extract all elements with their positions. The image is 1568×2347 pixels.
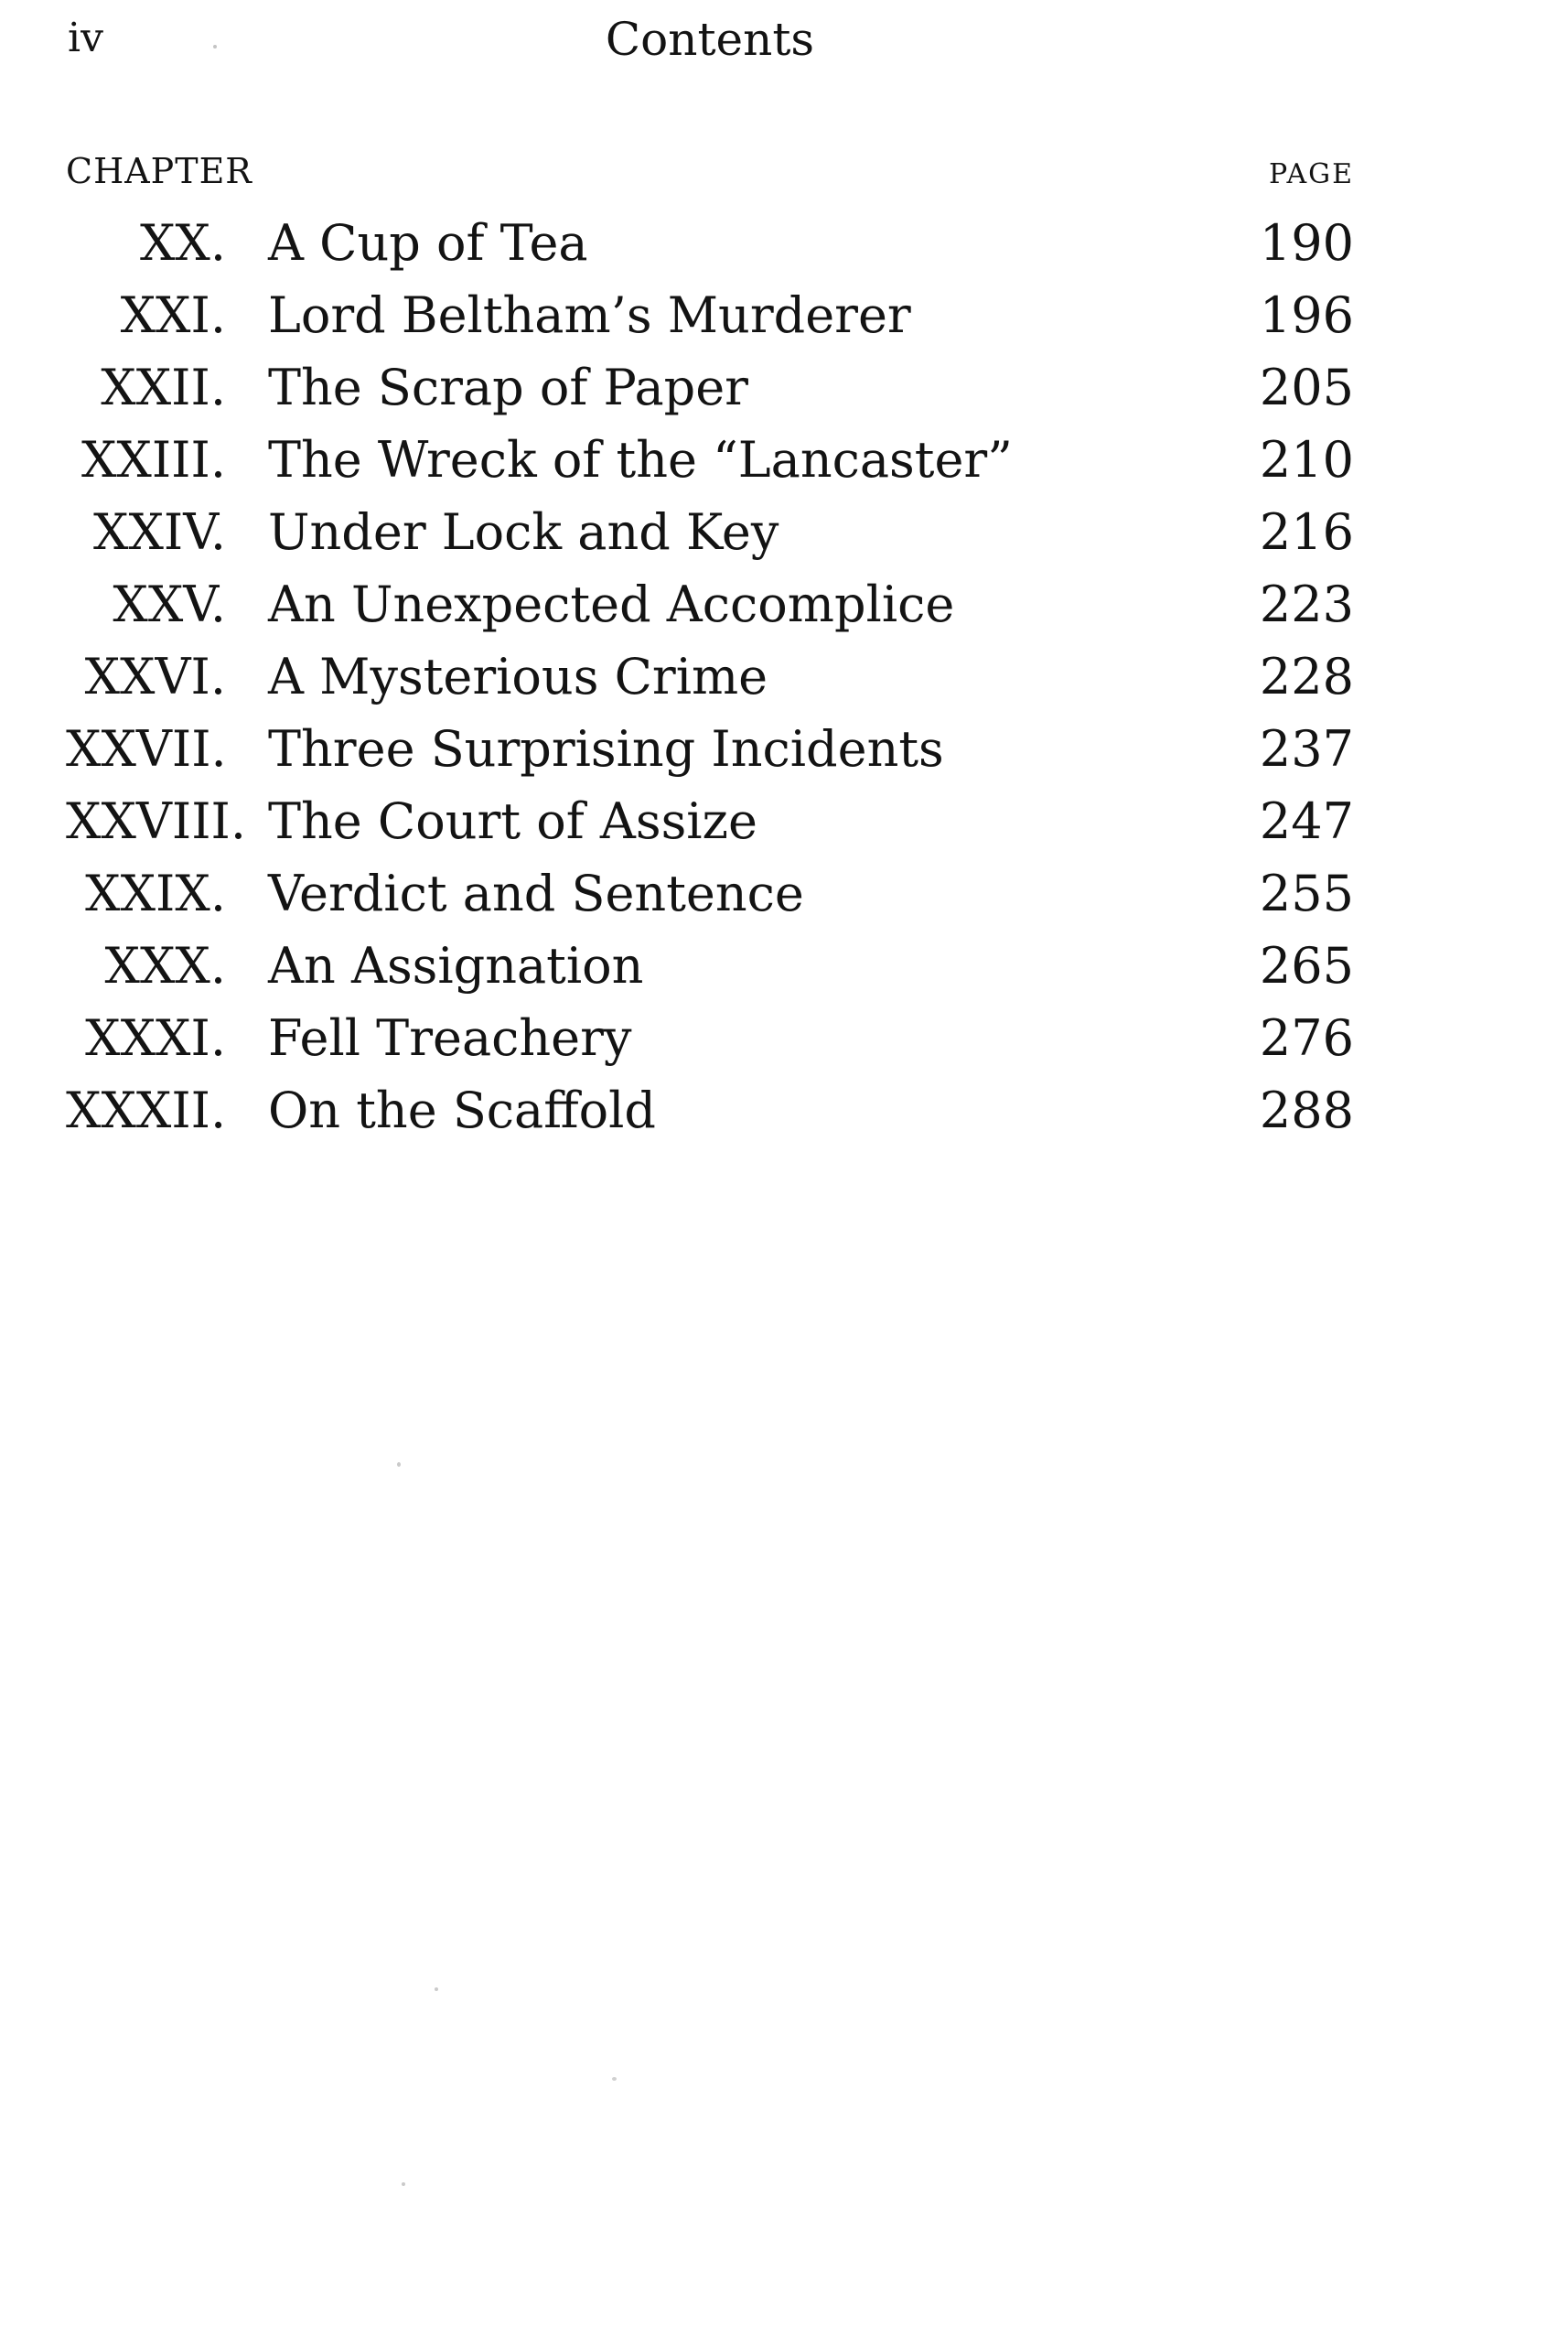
chapter-numeral: XXI. (120, 286, 226, 344)
chapter-page-number: 205 (1259, 359, 1354, 416)
chapter-title: A Cup of Tea (268, 214, 588, 272)
chapter-numeral: XXX. (104, 937, 227, 995)
page-column-header: PAGE (1269, 158, 1354, 190)
chapter-page-number: 228 (1259, 648, 1354, 705)
toc-column-headers: CHAPTER PAGE (66, 154, 1354, 188)
chapter-title: A Mysterious Crime (268, 648, 768, 705)
toc-row: XXIV. Under Lock and Key 216 (66, 496, 1354, 568)
toc-row: XXVI. A Mysterious Crime 228 (66, 641, 1354, 713)
chapter-page-number: 210 (1259, 431, 1354, 489)
chapter-page-number: 216 (1259, 503, 1354, 561)
chapter-title: Three Surprising Incidents (268, 720, 944, 778)
chapter-numeral: XX. (139, 214, 226, 272)
toc-row: XX. A Cup of Tea 190 (66, 207, 1354, 279)
scan-speck (397, 1462, 401, 1467)
toc-row: XXXII. On the Scaffold 288 (66, 1074, 1354, 1147)
running-head-title: Contents (605, 13, 815, 66)
toc-row: XXIX. Verdict and Sentence 255 (66, 857, 1354, 930)
chapter-numeral: XXVIII. (66, 792, 247, 850)
chapter-title: On the Scaffold (268, 1082, 656, 1139)
scan-speck (213, 45, 217, 48)
chapter-page-number: 190 (1259, 214, 1354, 272)
toc-row: XXX. An Assignation 265 (66, 930, 1355, 1002)
chapter-numeral: XXXI. (85, 1009, 226, 1067)
toc-row: XXII. The Scrap of Paper 205 (66, 351, 1354, 424)
chapter-title: Lord Beltham’s Murderer (268, 286, 911, 344)
chapter-numeral: XXVI. (84, 648, 226, 705)
chapter-page-number: 223 (1259, 576, 1354, 633)
toc-row: XXIII. The Wreck of the “Lancaster” 210 (66, 424, 1354, 496)
chapter-page-number: 276 (1259, 1009, 1354, 1067)
toc-row: XXXI. Fell Treachery 276 (66, 1002, 1354, 1074)
chapter-title: The Wreck of the “Lancaster” (268, 431, 1013, 489)
chapter-page-number: 265 (1259, 937, 1354, 995)
toc-row: XXVII. Three Surprising Incidents 237 (66, 713, 1354, 785)
chapter-numeral: XXXII. (66, 1082, 227, 1139)
chapter-numeral: XXIX. (85, 865, 226, 922)
chapter-page-number: 255 (1259, 865, 1354, 922)
folio-page-number: iv (68, 15, 103, 61)
toc-row: XXI. Lord Beltham’s Murderer 196 (66, 279, 1354, 351)
chapter-title: Verdict and Sentence (268, 865, 804, 922)
scan-speck (435, 1987, 438, 1991)
chapter-numeral: XXV. (113, 576, 226, 633)
chapter-title: An Assignation (268, 937, 644, 995)
toc-entries: XX. A Cup of Tea 190 XXI. Lord Beltham’s… (66, 207, 1354, 1147)
scan-speck (402, 2182, 405, 2186)
toc-row: XXVIII. The Court of Assize 247 (66, 785, 1354, 857)
chapter-page-number: 247 (1259, 792, 1354, 850)
scan-speck (612, 2077, 617, 2081)
chapter-numeral: XXII. (101, 359, 226, 416)
chapter-numeral: XXVII. (66, 720, 227, 778)
chapter-title: Fell Treachery (268, 1009, 632, 1067)
chapter-page-number: 288 (1259, 1082, 1354, 1139)
chapter-numeral: XXIV. (93, 503, 226, 561)
chapter-page-number: 237 (1259, 720, 1354, 778)
chapter-column-header: CHAPTER (66, 151, 252, 191)
chapter-title: An Unexpected Accomplice (268, 576, 955, 633)
chapter-title: The Scrap of Paper (268, 359, 748, 416)
toc-row: XXV. An Unexpected Accomplice 223 (66, 568, 1354, 641)
chapter-page-number: 196 (1259, 286, 1354, 344)
chapter-title: Under Lock and Key (268, 503, 779, 561)
chapter-numeral: XXIII. (81, 431, 226, 489)
chapter-title: The Court of Assize (268, 792, 757, 850)
